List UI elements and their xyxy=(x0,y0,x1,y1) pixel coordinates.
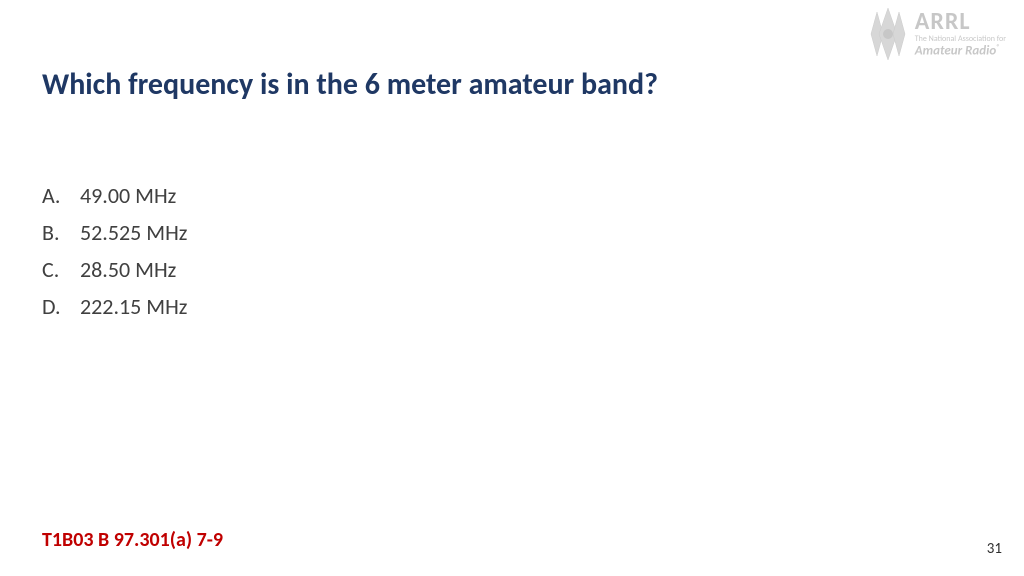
logo-name: ARRL xyxy=(915,10,1006,34)
answer-option: C. 28.50 MHz xyxy=(42,256,188,283)
answer-text: 49.00 MHz xyxy=(80,182,176,209)
answer-option: B. 52.525 MHz xyxy=(42,219,188,246)
logo-tagline-small: The National Association for xyxy=(915,35,1006,43)
answer-text: 222.15 MHz xyxy=(80,293,188,320)
answer-letter: A. xyxy=(42,182,80,209)
question-title: Which frequency is in the 6 meter amateu… xyxy=(42,66,658,103)
answer-letter: C. xyxy=(42,256,80,283)
answer-letter: B. xyxy=(42,219,80,246)
answer-letter: D. xyxy=(42,293,80,320)
answer-option: D. 222.15 MHz xyxy=(42,293,188,320)
answer-option: A. 49.00 MHz xyxy=(42,182,188,209)
page-number: 31 xyxy=(987,540,1002,558)
arrl-diamond-icon xyxy=(867,8,909,60)
question-reference: T1B03 B 97.301(a) 7-9 xyxy=(42,528,223,552)
logo-text-block: ARRL The National Association for Amateu… xyxy=(915,10,1006,57)
answer-text: 28.50 MHz xyxy=(80,256,176,283)
answer-text: 52.525 MHz xyxy=(80,219,188,246)
arrl-logo: ARRL The National Association for Amateu… xyxy=(867,8,1006,60)
logo-tagline-main: Amateur Radio® xyxy=(915,43,1006,57)
answer-list: A. 49.00 MHz B. 52.525 MHz C. 28.50 MHz … xyxy=(42,182,188,330)
